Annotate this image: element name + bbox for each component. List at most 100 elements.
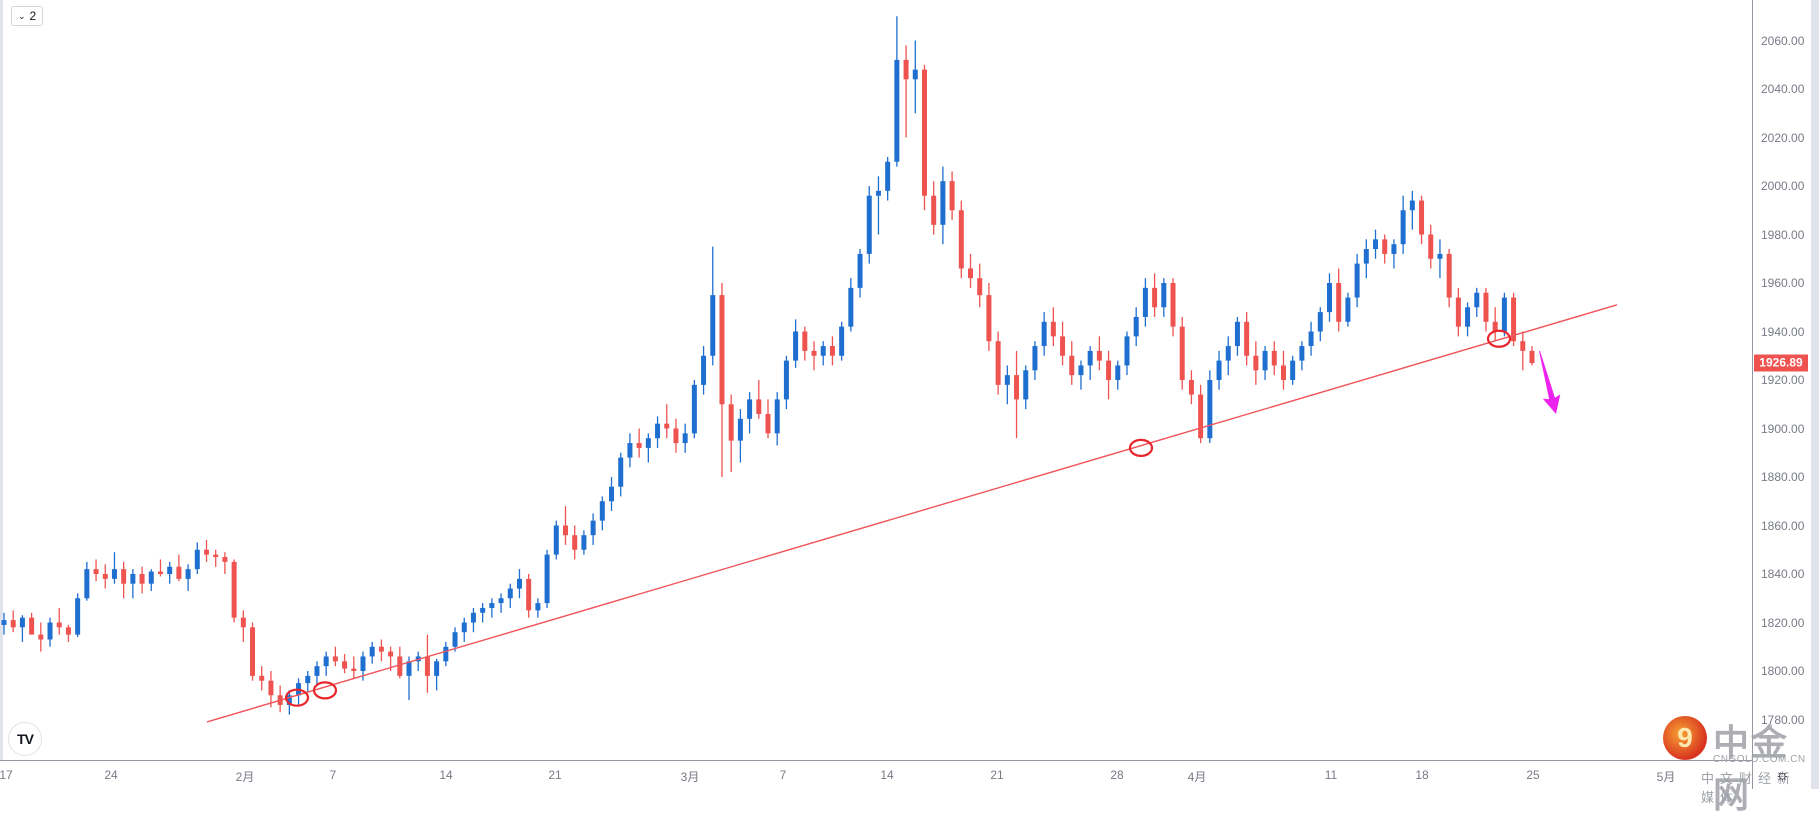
candle xyxy=(176,554,182,582)
candle xyxy=(526,574,532,618)
candle xyxy=(940,166,946,245)
time-tick: 3月 xyxy=(680,770,700,784)
touch-point-circle[interactable] xyxy=(312,681,338,700)
candle xyxy=(885,156,891,201)
time-tick: 17 xyxy=(0,768,13,782)
candle xyxy=(627,433,633,468)
candle xyxy=(1492,307,1498,342)
candle xyxy=(1069,341,1075,385)
price-tick: 1880.00 xyxy=(1761,470,1805,484)
price-tick: 1840.00 xyxy=(1761,567,1805,581)
candle xyxy=(894,16,900,167)
candle xyxy=(443,641,449,667)
tradingview-logo[interactable]: TV xyxy=(8,722,42,756)
candle xyxy=(572,525,578,560)
price-tick: 1960.00 xyxy=(1761,276,1805,290)
candle xyxy=(1400,195,1406,254)
gear-icon[interactable]: ☼ xyxy=(1775,767,1790,784)
candle xyxy=(875,176,881,235)
candle xyxy=(167,561,173,584)
time-tick: 25 xyxy=(1526,768,1540,782)
candle xyxy=(866,186,872,264)
candle xyxy=(1,612,7,635)
touch-point-circle[interactable] xyxy=(284,688,310,707)
candle xyxy=(1244,312,1250,366)
chevron-down-icon: ⌄ xyxy=(18,10,26,21)
candle xyxy=(1087,346,1093,380)
candle xyxy=(1363,239,1369,279)
candle xyxy=(562,506,568,545)
candle xyxy=(461,617,467,642)
candle xyxy=(590,513,596,545)
candle xyxy=(1041,312,1047,356)
candle xyxy=(305,671,311,693)
candle xyxy=(719,283,725,477)
candle xyxy=(1317,307,1323,342)
price-axis[interactable]: 2060.00 2040.00 2020.00 2000.00 1980.00 1960.… xyxy=(1752,0,1812,789)
candle xyxy=(1290,355,1296,385)
candle xyxy=(1152,273,1158,317)
candle xyxy=(636,428,642,458)
candle xyxy=(277,685,283,713)
candle xyxy=(111,552,117,584)
candle xyxy=(323,651,329,676)
candle xyxy=(1299,341,1305,371)
candle xyxy=(1455,287,1461,337)
candle xyxy=(645,433,651,463)
candle xyxy=(968,253,974,288)
candle xyxy=(535,598,541,618)
touch-point-circle[interactable] xyxy=(1128,438,1154,457)
price-tick: 1920.00 xyxy=(1761,373,1805,387)
candle xyxy=(820,341,826,366)
candle xyxy=(958,200,964,279)
candle xyxy=(1050,307,1056,347)
candle xyxy=(130,569,136,599)
candle xyxy=(434,658,440,691)
candle xyxy=(342,654,348,674)
candle xyxy=(839,321,845,361)
time-tick: 18 xyxy=(1415,768,1429,782)
candle xyxy=(56,607,62,635)
support-trendline[interactable] xyxy=(206,304,1618,723)
candle xyxy=(148,569,154,591)
candle xyxy=(1437,239,1443,279)
candle xyxy=(682,423,688,453)
candle xyxy=(553,520,559,560)
candle xyxy=(1179,316,1185,390)
candle xyxy=(664,404,670,439)
touch-point-circle[interactable] xyxy=(1486,329,1512,348)
candle xyxy=(75,593,81,638)
candle xyxy=(1511,292,1517,347)
candle xyxy=(10,610,16,633)
time-tick: 14 xyxy=(880,768,894,782)
time-tick: 5月 xyxy=(1656,770,1676,784)
candle xyxy=(1115,360,1121,390)
candle xyxy=(1271,341,1277,376)
candle xyxy=(1078,360,1084,390)
candle xyxy=(691,380,697,439)
down-arrow-icon[interactable] xyxy=(1531,349,1564,416)
candle xyxy=(351,656,357,679)
candle xyxy=(29,612,35,635)
candle xyxy=(489,598,495,618)
legend-collapse-button[interactable]: ⌄ 2 xyxy=(11,6,44,26)
candle xyxy=(1280,350,1286,390)
candle xyxy=(204,540,210,562)
candle xyxy=(1004,365,1010,405)
candle xyxy=(38,622,44,652)
candle xyxy=(1474,287,1480,317)
time-tick: 7 xyxy=(779,768,787,782)
time-tick: 11 xyxy=(1324,768,1338,782)
candle xyxy=(710,246,716,366)
candle xyxy=(250,622,256,681)
candlestick-plot-area[interactable] xyxy=(0,0,1752,760)
candle xyxy=(1161,278,1167,317)
candle xyxy=(857,249,863,298)
candle xyxy=(498,593,504,613)
candle xyxy=(397,646,403,679)
candle xyxy=(369,641,375,664)
time-axis[interactable]: 17 24 2月 7 14 21 3月 7 14 21 28 4月 11 18 25 5月 xyxy=(0,760,1752,790)
candle xyxy=(793,319,799,368)
candle xyxy=(1216,350,1222,390)
candle xyxy=(848,278,854,332)
